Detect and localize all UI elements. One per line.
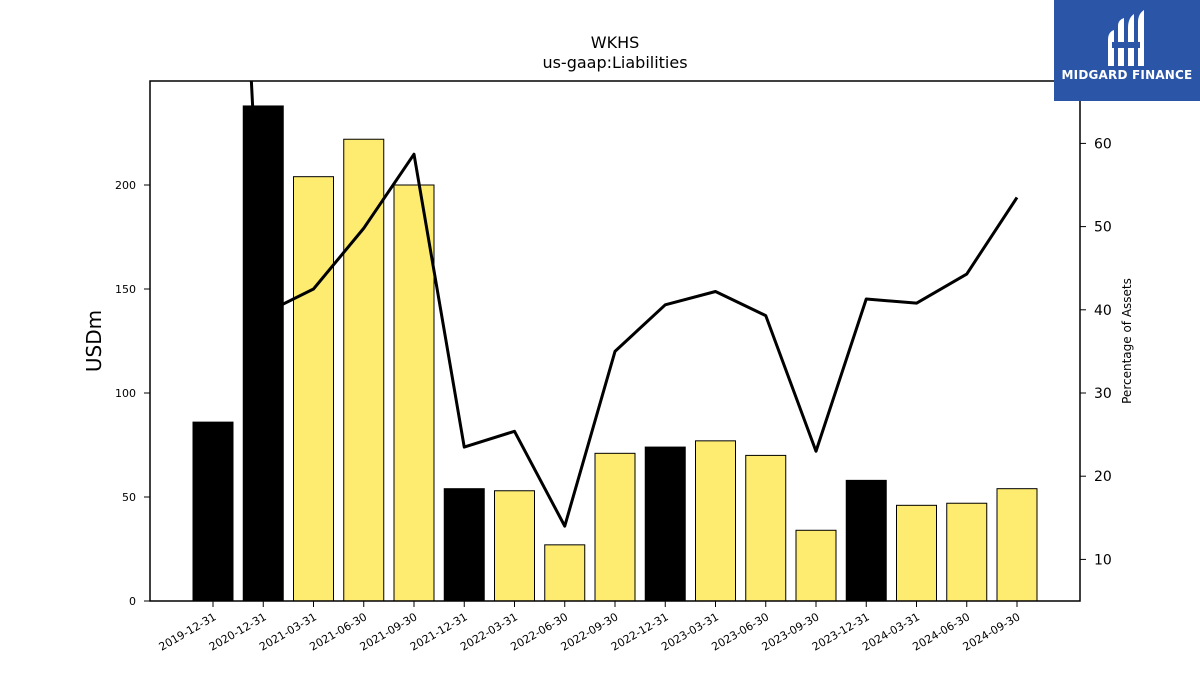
y-axis-label: USDm	[82, 310, 106, 372]
bar	[242, 105, 284, 602]
line-series	[249, 81, 1019, 528]
y2-axis-label: Percentage of Assets	[1120, 278, 1134, 404]
bar	[795, 529, 837, 602]
y2-tick-label: 50	[1094, 220, 1112, 236]
bar	[845, 479, 887, 602]
y-tick-label: 50	[122, 491, 136, 504]
bar	[594, 452, 636, 602]
bar	[896, 504, 937, 602]
y-tick-label: 0	[129, 595, 136, 608]
bar	[192, 421, 234, 602]
y-tick-label: 100	[115, 387, 136, 400]
bar	[745, 454, 787, 602]
y-tick-label: 200	[115, 179, 136, 192]
y2-tick-label: 40	[1094, 303, 1112, 319]
bar	[443, 488, 485, 602]
bar	[494, 490, 535, 602]
x-tick-label: 2024-09-30	[961, 610, 1023, 653]
y2-tick-label: 30	[1094, 386, 1112, 402]
bar	[544, 544, 586, 602]
logo-text: MIDGARD FINANCE	[1061, 68, 1193, 82]
y-tick-label: 150	[115, 283, 136, 296]
bar	[946, 502, 988, 602]
bar	[695, 440, 736, 602]
y2-tick-label: 10	[1094, 552, 1112, 568]
bar	[644, 446, 686, 602]
bar	[343, 138, 385, 602]
chart-title: WKHS	[591, 33, 640, 52]
bar	[293, 176, 334, 602]
logo-mark-icon	[1108, 10, 1144, 66]
bar-series	[192, 105, 1038, 602]
chart-subtitle: us-gaap:Liabilities	[542, 53, 687, 72]
bar	[996, 488, 1038, 602]
ratio-line	[249, 81, 1019, 528]
bar	[393, 184, 435, 602]
y2-tick-label: 20	[1094, 469, 1112, 485]
y2-tick-label: 60	[1094, 136, 1112, 152]
logo: MIDGARD FINANCE	[1054, 0, 1200, 101]
